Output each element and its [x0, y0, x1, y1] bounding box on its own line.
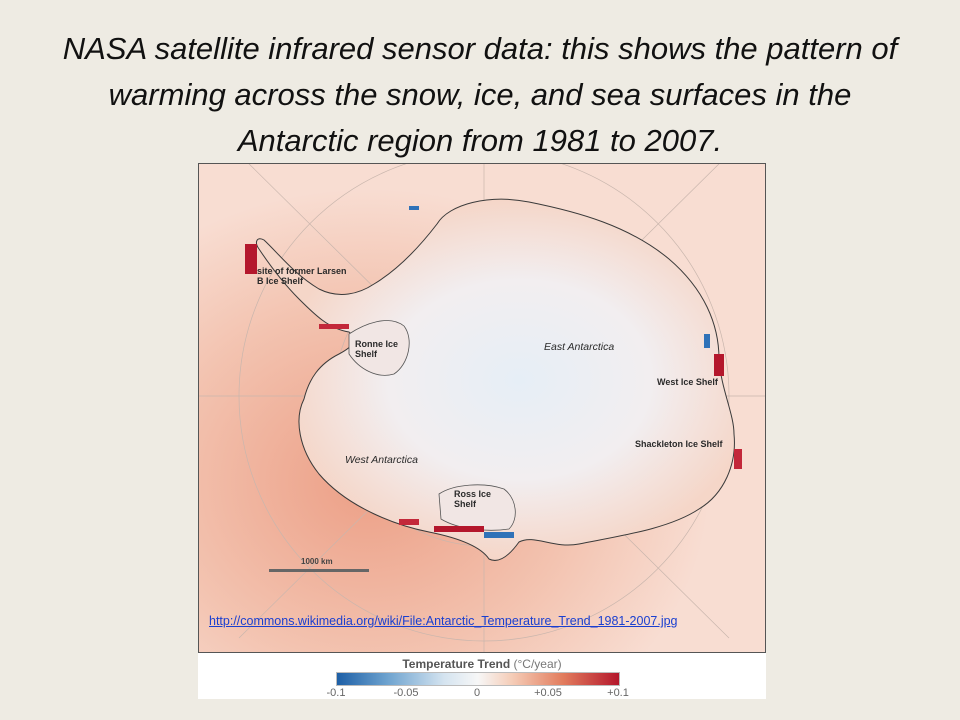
legend-unit: (°C/year) — [513, 657, 562, 671]
legend-tick: +0.1 — [607, 687, 629, 699]
scale-bar-label: 1000 km — [301, 557, 333, 566]
legend-tick: 0 — [473, 687, 481, 699]
legend-title-text: Temperature Trend — [402, 657, 511, 671]
label-larsen-b: site of former Larsen B Ice Shelf — [257, 266, 347, 286]
source-link[interactable]: http://commons.wikimedia.org/wiki/File:A… — [209, 614, 678, 628]
label-shackleton-ice-shelf: Shackleton Ice Shelf — [635, 439, 723, 449]
antarctica-temperature-map: site of former Larsen B Ice Shelf Ronne … — [198, 163, 766, 653]
map-graphic — [199, 164, 765, 652]
scale-bar — [269, 569, 369, 572]
cooling-spots — [409, 206, 710, 538]
slide-title: NASA satellite infrared sensor data: thi… — [62, 31, 898, 158]
label-east-antarctica: East Antarctica — [544, 341, 615, 353]
legend-title: Temperature Trend (°C/year) — [198, 657, 766, 671]
legend-color-ramp — [336, 672, 620, 686]
label-west-ice-shelf: West Ice Shelf — [657, 377, 718, 387]
warming-hotspots — [245, 244, 742, 532]
legend-tick: -0.1 — [326, 687, 346, 699]
label-ronne-ice-shelf: Ronne Ice Shelf — [355, 339, 399, 359]
antarctica-landmass — [256, 198, 735, 561]
temperature-trend-legend: Temperature Trend (°C/year) -0.1 -0.05 0… — [198, 653, 766, 699]
label-ross-ice-shelf: Ross Ice Shelf — [454, 489, 492, 509]
legend-tick: +0.05 — [534, 687, 562, 699]
legend-tick: -0.05 — [393, 687, 419, 699]
ronne-ice-shelf-outline — [348, 320, 410, 376]
label-west-antarctica: West Antarctica — [345, 454, 418, 466]
